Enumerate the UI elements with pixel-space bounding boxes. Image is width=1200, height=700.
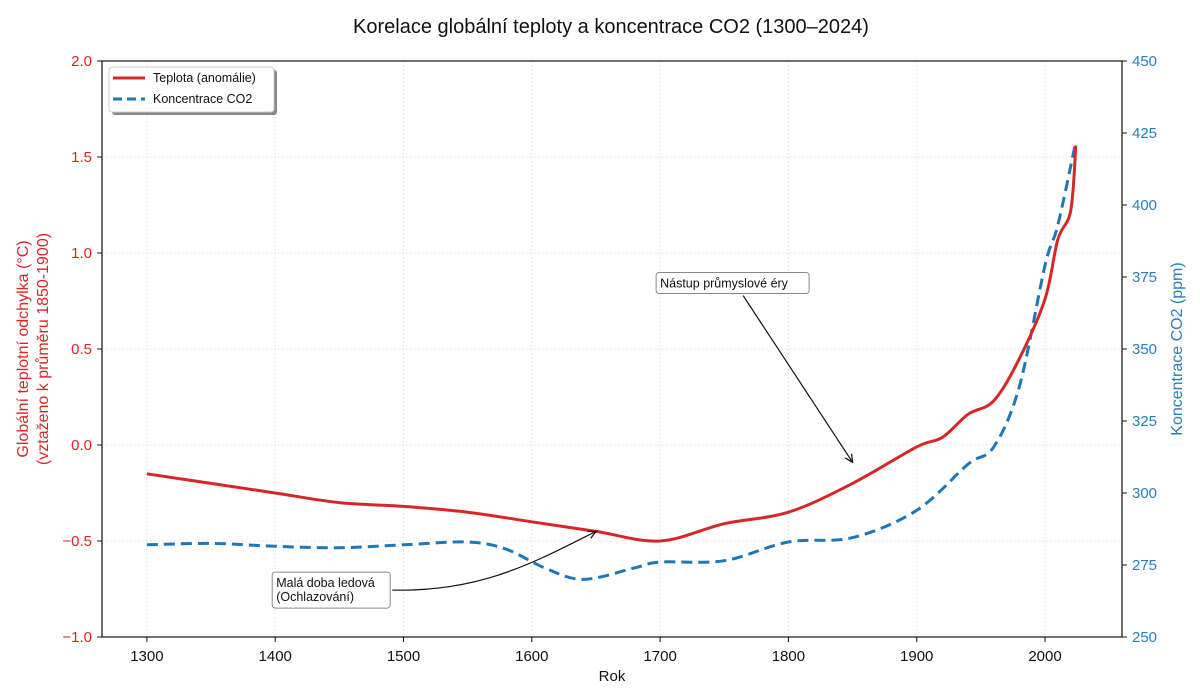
right-tick-label: 400	[1132, 197, 1157, 214]
right-tick-label: 275	[1132, 557, 1157, 574]
legend-box	[108, 66, 275, 113]
right-tick-label: 350	[1132, 341, 1157, 358]
right-tick-label: 450	[1132, 53, 1157, 70]
legend-label-temperature: Teplota (anomálie)	[153, 71, 256, 85]
annotation-arrow-little-ice-age	[392, 531, 596, 591]
left-axis-label: Globální teplotní odchylka (°C) (vztažen…	[15, 233, 52, 465]
annotation-box-little-ice-age	[271, 571, 391, 609]
left-tick-label: 1.0	[71, 245, 92, 262]
annotation-text-little-ice-age: Malá doba ledová	[276, 576, 375, 590]
left-tick-label: 0.5	[71, 341, 92, 358]
right-tick-label: 325	[1132, 413, 1157, 430]
right-axis-ticks: 250 275 300 325 350 375 400 425 450	[1122, 53, 1157, 646]
x-axis-label: Rok	[599, 668, 626, 685]
annotation-box-industrial-era	[655, 272, 810, 295]
right-tick-label: 300	[1132, 485, 1157, 502]
x-tick-label: 1800	[772, 648, 805, 665]
left-axis-ticks: −1.0 −0.5 0.0 0.5 1.0 1.5 2.0	[62, 53, 102, 646]
annotation-arrow-industrial-era	[742, 295, 852, 463]
legend-label-co2: Koncentrace CO2	[153, 92, 252, 106]
left-axis-label-line-1: Globální teplotní odchylka (°C)	[15, 240, 32, 457]
x-axis-ticks: 1300 1400 1500 1600 1700 1800 1900 2000	[130, 637, 1062, 665]
x-tick-label: 1300	[130, 648, 163, 665]
left-tick-label: −1.0	[62, 629, 92, 646]
left-tick-label: 0.0	[71, 437, 92, 454]
right-tick-label: 425	[1132, 125, 1157, 142]
series-layer	[146, 141, 1078, 581]
left-axis-label-line-2: (vztaženo k průměru 1850-1900)	[34, 233, 52, 465]
left-tick-label: −0.5	[62, 533, 92, 550]
left-tick-label: 2.0	[71, 53, 92, 70]
series-line-temperature	[146, 145, 1078, 543]
right-axis-label: Koncentrace CO2 (ppm)	[1169, 262, 1186, 435]
x-tick-label: 1700	[643, 648, 676, 665]
annotation-text-little-ice-age: (Ochlazování)	[276, 590, 354, 604]
series-line-co2	[146, 141, 1078, 581]
x-tick-label: 1900	[900, 648, 933, 665]
annotations: Malá doba ledová(Ochlazování) Nástup prům…	[271, 272, 852, 609]
chart-title: Korelace globální teploty a koncentrace …	[353, 16, 869, 38]
right-tick-label: 250	[1132, 629, 1157, 646]
grid	[102, 60, 1122, 638]
annotation-text-industrial-era: Nástup průmyslové éry	[660, 277, 789, 291]
right-tick-label: 375	[1132, 269, 1157, 286]
x-tick-label: 1600	[515, 648, 548, 665]
x-tick-label: 1500	[387, 648, 420, 665]
x-tick-label: 2000	[1028, 648, 1061, 665]
legend: Teplota (anomálie) Koncentrace CO2	[108, 66, 277, 115]
x-tick-label: 1400	[259, 648, 292, 665]
left-tick-label: 1.5	[71, 149, 92, 166]
